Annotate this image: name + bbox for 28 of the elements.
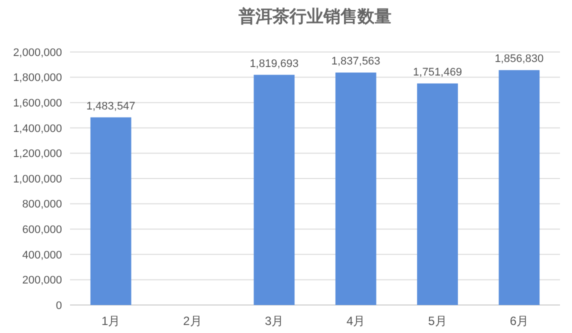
y-tick-label: 800,000 xyxy=(22,198,62,211)
y-tick-label: 1,000,000 xyxy=(13,173,62,186)
y-tick-label: 600,000 xyxy=(22,224,62,236)
y-tick-label: 1,400,000 xyxy=(13,122,62,135)
y-tick-label: 400,000 xyxy=(22,249,62,262)
x-tick-label: 4月 xyxy=(346,314,366,328)
data-label: 1,751,469 xyxy=(413,66,462,78)
x-tick-label: 5月 xyxy=(428,314,447,328)
bar xyxy=(254,74,295,305)
y-tick-label: 2,000,000 xyxy=(13,46,62,59)
data-label: 1,837,563 xyxy=(331,56,380,68)
data-label: 1,856,830 xyxy=(494,53,544,66)
x-tick-label: 3月 xyxy=(264,314,284,328)
data-label: 1,483,547 xyxy=(86,100,136,112)
y-tick-label: 0 xyxy=(56,300,62,312)
bar xyxy=(335,72,376,305)
chart-title: 普洱茶行业销售数量 xyxy=(238,6,392,26)
y-tick-label: 1,600,000 xyxy=(13,97,62,110)
y-tick-label: 200,000 xyxy=(22,274,62,287)
data-label: 1,819,693 xyxy=(250,58,299,70)
x-tick-label: 6月 xyxy=(510,314,529,328)
bar xyxy=(417,83,458,305)
y-tick-label: 1,800,000 xyxy=(13,72,62,84)
x-tick-label: 1月 xyxy=(101,314,120,328)
bar xyxy=(90,117,132,305)
bar xyxy=(498,70,540,305)
x-tick-label: 2月 xyxy=(183,314,202,328)
y-tick-label: 1,200,000 xyxy=(13,148,62,160)
